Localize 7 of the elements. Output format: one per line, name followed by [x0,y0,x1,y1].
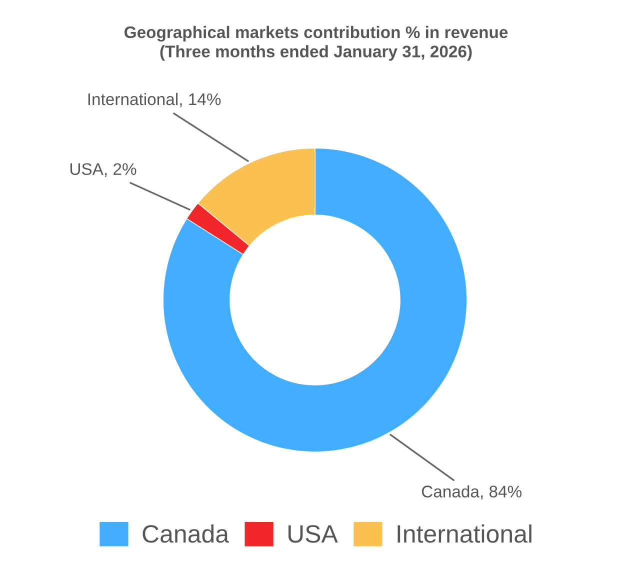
data-label: International, 14% [88,92,221,108]
chart-title: Geographical markets contribution % in revenue (Three months ended January 31, 2026) [124,26,508,61]
legend-label: Canada [142,524,230,543]
data-label: Canada, 84% [422,485,522,500]
legend-label: USA [288,525,338,543]
legend-label: International [398,524,532,543]
data-label: USA, 2% [70,163,136,177]
